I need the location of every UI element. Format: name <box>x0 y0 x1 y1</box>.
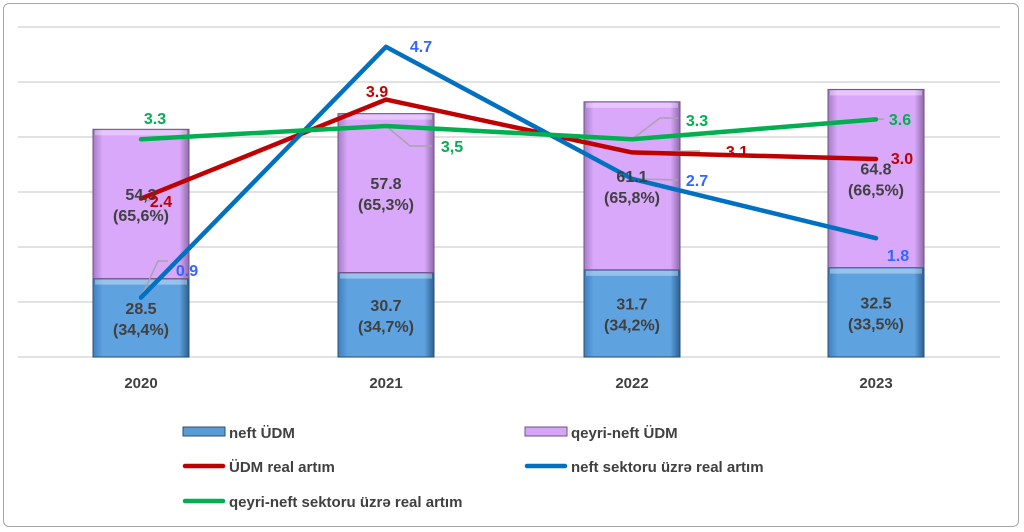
bar-data-label: (34,7%) <box>358 319 414 336</box>
bar-data-label: (65,6%) <box>113 208 169 225</box>
bar-data-label: 64.8 <box>860 162 891 179</box>
line-data-label: 3.0 <box>891 151 913 168</box>
bar-bevel <box>340 114 432 120</box>
line-data-label: 3.6 <box>889 112 911 129</box>
legend-item: qeyri-neft ÜDM <box>524 425 678 442</box>
legend-label: ÜDM real artım <box>229 459 335 476</box>
oil-gdp-bar-2021 <box>337 272 435 358</box>
line-data-label: 3.3 <box>144 111 166 128</box>
x-tick-label: 2020 <box>124 375 157 392</box>
line-data-label: 3.3 <box>686 113 708 130</box>
legend-item: qeyri-neft sektoru üzrə real artım <box>182 494 462 511</box>
line-qeyri-neft-sektoru-üzrə-real-artım <box>138 117 879 142</box>
line-data-label: 3,5 <box>441 139 463 156</box>
legend-item: neft sektoru üzrə real artım <box>524 459 764 476</box>
line-data-label: 0.9 <box>176 263 198 280</box>
line-ÜDM-real-artım <box>138 97 879 201</box>
oil-gdp-bar-2023 <box>827 267 925 358</box>
line-data-label: 2.4 <box>150 194 172 211</box>
legend-label: qeyri-neft sektoru üzrə real artım <box>229 494 462 511</box>
legend-swatch <box>182 426 226 437</box>
line-data-label: 4.7 <box>410 39 432 56</box>
legend-label: qeyri-neft ÜDM <box>571 425 678 442</box>
bar-bevel <box>830 268 922 274</box>
bar-bevel <box>340 273 432 279</box>
non-oil-gdp-bar-2021 <box>337 113 435 274</box>
non-oil-gdp-bar-2020 <box>92 128 190 280</box>
x-tick-label: 2021 <box>369 375 402 392</box>
oil-gdp-bar-2022 <box>583 269 681 358</box>
bar-data-label: (65,3%) <box>358 197 414 214</box>
bar-data-label: 31.7 <box>616 296 647 313</box>
bar-data-label: 30.7 <box>370 298 401 315</box>
legend-swatch <box>524 426 568 437</box>
line-data-label: 1.8 <box>887 248 909 265</box>
x-tick-label: 2022 <box>615 375 648 392</box>
bar-data-label: (65,8%) <box>604 190 660 207</box>
leader-line <box>631 117 661 140</box>
bar-data-label: 54,3 <box>125 187 156 204</box>
bar-bevel <box>586 102 678 108</box>
bar-bevel <box>830 90 922 96</box>
bar-bevel <box>95 279 187 285</box>
line-data-label: 2.7 <box>686 173 708 190</box>
chart-frame <box>3 3 1019 527</box>
bar-data-label: (34,4%) <box>113 322 169 339</box>
bar-data-label: 32.5 <box>860 295 891 312</box>
legend-label: neft sektoru üzrə real artım <box>571 459 764 476</box>
bar-data-label: (66,5%) <box>848 183 904 200</box>
legend-label: neft ÜDM <box>229 425 295 442</box>
leader-line <box>385 125 411 147</box>
line-data-label: 3.1 <box>726 144 748 161</box>
bar-bevel <box>586 270 678 276</box>
bar-bevel <box>95 130 187 136</box>
bar-data-label: (33,5%) <box>848 316 904 333</box>
bar-data-label: 28.5 <box>125 301 156 318</box>
legend-item: ÜDM real artım <box>182 459 335 476</box>
line-neft-sektoru-üzrə-real-artım <box>138 44 879 300</box>
bar-data-label: (34,2%) <box>604 317 660 334</box>
bar-data-label: 61.1 <box>616 169 647 186</box>
oil-gdp-bar-2020 <box>92 278 190 358</box>
legend-item: neft ÜDM <box>182 425 295 442</box>
x-tick-label: 2023 <box>859 375 892 392</box>
bar-data-label: 57.8 <box>370 176 401 193</box>
line-data-label: 3.9 <box>366 84 388 101</box>
